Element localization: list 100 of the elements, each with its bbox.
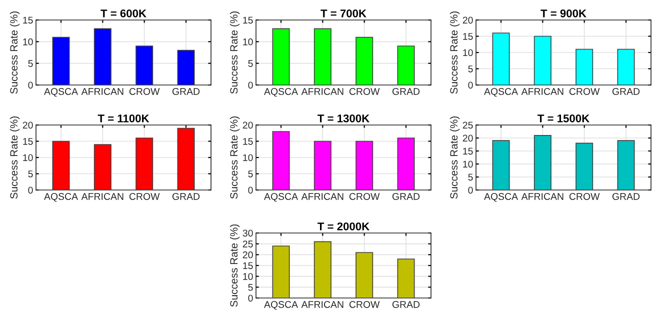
x-tick-label: AFRICAN: [301, 88, 344, 95]
bar: [397, 46, 415, 85]
y-tick-label: 5: [248, 60, 253, 67]
bar: [492, 32, 510, 85]
x-tick-label: CROW: [129, 88, 160, 95]
bar: [52, 140, 70, 190]
y-tick-label: 25: [242, 240, 253, 248]
bar: [136, 138, 154, 190]
chart-title: T = 600K: [100, 9, 146, 18]
y-tick-label: 15: [243, 16, 253, 24]
y-tick-label: 15: [23, 138, 33, 145]
x-tick-label: AQSCA: [264, 301, 298, 310]
y-tick-label: 0: [468, 186, 473, 194]
x-tick-label: AQSCA: [484, 88, 518, 97]
y-tick-label: 5: [28, 60, 33, 67]
x-tick-label: AFRICAN: [521, 88, 564, 95]
y-axis-title: Success Rate (%): [450, 116, 460, 199]
y-tick-label: 5: [248, 170, 253, 178]
x-tick-label: AQSCA: [44, 88, 78, 97]
y-axis-title: Success Rate (%): [230, 116, 240, 199]
y-tick-label: 10: [23, 38, 33, 46]
y-axis-title: Success Rate (%): [10, 116, 20, 199]
bar: [272, 131, 290, 190]
x-tick-label: GRAD: [172, 88, 200, 95]
y-tick-label: 10: [243, 38, 253, 46]
y-tick-label: 10: [463, 160, 473, 168]
x-tick-label: CROW: [569, 193, 600, 200]
bar: [177, 128, 195, 190]
x-tick-label: CROW: [349, 301, 380, 308]
bar: [177, 50, 195, 85]
bar: [272, 246, 290, 298]
bar: [136, 46, 154, 85]
bar: [356, 140, 374, 190]
bar: [356, 36, 374, 85]
x-tick-label: CROW: [129, 193, 160, 200]
y-tick-label: 0: [28, 82, 33, 89]
y-axis-title: Success Rate (%): [450, 11, 460, 94]
y-tick-label: 10: [463, 49, 473, 56]
bar: [492, 140, 510, 190]
y-tick-label: 10: [23, 154, 33, 162]
bar: [617, 48, 635, 85]
y-axis-title: Success Rate (%): [10, 11, 20, 94]
bar: [576, 48, 594, 85]
bar: [397, 258, 415, 298]
y-tick-label: 10: [243, 273, 253, 280]
y-tick-label: 20: [242, 122, 253, 129]
bar: [617, 140, 635, 190]
x-tick-label: GRAD: [392, 88, 420, 95]
x-tick-label: AFRICAN: [81, 88, 124, 95]
bar: [534, 36, 552, 85]
y-tick-label: 20: [462, 134, 473, 142]
x-tick-label: AQSCA: [44, 193, 78, 202]
chart-title: T = 900K: [540, 9, 586, 18]
y-tick-label: 20: [22, 122, 33, 129]
y-tick-label: 5: [28, 170, 33, 178]
x-tick-label: AFRICAN: [81, 193, 124, 200]
x-tick-label: CROW: [569, 88, 600, 95]
y-tick-label: 5: [468, 66, 473, 72]
bar: [52, 36, 70, 85]
y-tick-label: 25: [462, 122, 473, 129]
bar: [94, 144, 112, 190]
y-tick-label: 0: [28, 186, 33, 194]
x-tick-label: CROW: [349, 193, 380, 200]
x-tick-label: GRAD: [172, 193, 200, 200]
y-tick-label: 30: [242, 230, 253, 237]
chart-title: T = 1100K: [98, 114, 150, 122]
y-tick-label: 0: [248, 294, 253, 302]
x-tick-label: GRAD: [392, 301, 420, 308]
chart-title: T = 2000K: [318, 222, 370, 230]
y-tick-label: 15: [23, 16, 33, 24]
y-tick-label: 0: [248, 82, 253, 89]
x-tick-label: GRAD: [392, 193, 420, 200]
y-tick-label: 20: [242, 251, 253, 258]
x-tick-label: GRAD: [612, 88, 640, 95]
y-tick-label: 0: [468, 82, 473, 89]
y-tick-label: 5: [468, 174, 473, 181]
chart-title: T = 1300K: [318, 114, 370, 122]
x-tick-label: AQSCA: [484, 193, 518, 202]
bar: [94, 28, 112, 85]
bar: [356, 252, 374, 298]
x-tick-label: AFRICAN: [521, 193, 564, 200]
bar: [576, 142, 594, 190]
y-tick-label: 5: [248, 284, 253, 291]
bar: [314, 140, 332, 190]
x-tick-label: AQSCA: [264, 193, 298, 202]
chart-title: T = 1500K: [538, 114, 590, 122]
x-tick-label: AQSCA: [264, 88, 298, 97]
y-tick-label: 15: [463, 148, 473, 155]
y-axis-title: Success Rate (%): [230, 11, 240, 94]
x-tick-label: GRAD: [612, 193, 640, 200]
bar: [314, 28, 332, 85]
y-tick-label: 10: [243, 154, 253, 162]
bar: [314, 241, 332, 298]
y-axis-title: Success Rate (%): [230, 224, 240, 307]
y-tick-label: 15: [243, 138, 253, 145]
bar: [534, 134, 552, 190]
bar: [397, 138, 415, 190]
chart-title: T = 700K: [320, 9, 366, 18]
x-tick-label: AFRICAN: [301, 301, 344, 308]
y-tick-label: 20: [462, 16, 473, 24]
